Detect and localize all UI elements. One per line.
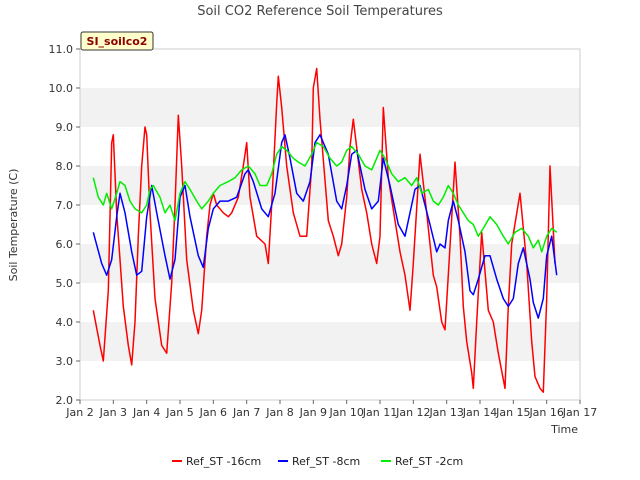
series-lines xyxy=(92,67,558,393)
x-tick-label: Jan 13 xyxy=(428,406,463,419)
grid-band xyxy=(80,361,580,400)
grid-band xyxy=(80,49,580,88)
y-tick-label: 6.0 xyxy=(56,238,74,251)
y-tick-label: 11.0 xyxy=(49,43,74,56)
x-tick-label: Jan 9 xyxy=(299,406,327,419)
legend-label: Ref_ST -16cm xyxy=(186,455,261,468)
x-tick-label: Jan 8 xyxy=(265,406,293,419)
series-line xyxy=(92,134,558,319)
x-axis-title: Time xyxy=(550,423,578,436)
y-tick-label: 8.0 xyxy=(56,160,74,173)
x-tick-label: Jan 10 xyxy=(328,406,363,419)
x-tick-label: Jan 7 xyxy=(232,406,260,419)
x-tick-label: Jan 3 xyxy=(99,406,127,419)
y-tick-label: 3.0 xyxy=(56,355,74,368)
legend-label: Ref_ST -2cm xyxy=(395,455,463,468)
grid-band xyxy=(80,88,580,127)
y-axis-title: Soil Temperature (C) xyxy=(7,169,20,282)
legend: Ref_ST -16cm Ref_ST -8cm Ref_ST -2cm xyxy=(172,455,463,468)
x-tick-label: Jan 17 xyxy=(562,406,597,419)
series-line xyxy=(92,141,558,253)
y-tick-label: 4.0 xyxy=(56,316,74,329)
grid-band xyxy=(80,244,580,283)
x-axis: Jan 2 Jan 3 Jan 4 Jan 5 Jan 6 Jan 7 Jan 8 Jan 9… xyxy=(65,400,597,419)
plot-frame xyxy=(79,48,581,401)
y-tick-label: 2.0 xyxy=(56,394,74,407)
site-badge-label: SI_soilco2 xyxy=(87,35,148,48)
y-tick-label: 10.0 xyxy=(49,82,74,95)
y-axis: 2.0 3.0 4.0 5.0 6.0 7.0 8.0 9.0 10.0 11.0 xyxy=(49,43,80,407)
x-tick-label: Jan 4 xyxy=(132,406,160,419)
x-tick-label: Jan 12 xyxy=(395,406,430,419)
x-tick-label: Jan 15 xyxy=(495,406,530,419)
x-tick-label: Jan 11 xyxy=(362,406,397,419)
site-badge-box xyxy=(80,31,154,51)
x-tick-label: Jan 14 xyxy=(462,406,497,419)
grid-band xyxy=(80,166,580,205)
y-tick-label: 7.0 xyxy=(56,199,74,212)
site-badge: SI_soilco2 xyxy=(80,31,154,51)
grid-band xyxy=(80,283,580,322)
grid-band xyxy=(80,322,580,361)
x-tick-label: Jan 6 xyxy=(199,406,227,419)
chart-title: Soil CO2 Reference Soil Temperatures xyxy=(197,4,443,19)
y-tick-label: 9.0 xyxy=(56,121,74,134)
series-line xyxy=(92,67,556,393)
x-tick-label: Jan 16 xyxy=(528,406,563,419)
y-tick-label: 5.0 xyxy=(56,277,74,290)
grid-band xyxy=(80,127,580,166)
legend-label: Ref_ST -8cm xyxy=(292,455,360,468)
x-tick-label: Jan 2 xyxy=(65,406,93,419)
x-tick-label: Jan 5 xyxy=(165,406,193,419)
